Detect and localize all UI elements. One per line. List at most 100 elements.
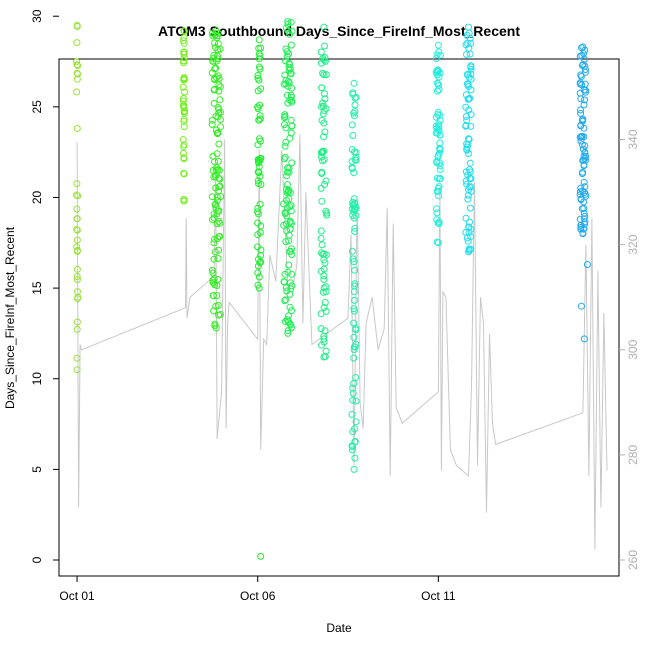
- y-tick-label: 20: [30, 190, 44, 204]
- y-tick-label: 10: [30, 372, 44, 386]
- data-point: [282, 238, 290, 246]
- data-point: [288, 324, 295, 332]
- data-point: [317, 227, 325, 235]
- data-point: [350, 307, 358, 315]
- data-point: [578, 205, 586, 213]
- data-point: [257, 44, 265, 52]
- data-point: [180, 197, 188, 205]
- data-point: [180, 57, 188, 65]
- data-point: [348, 163, 356, 171]
- data-point: [73, 58, 81, 66]
- data-point: [463, 39, 471, 47]
- data-point: [73, 191, 80, 199]
- data-point: [318, 103, 325, 111]
- data-point: [254, 204, 262, 212]
- data-point: [180, 123, 188, 131]
- data-point: [211, 248, 219, 256]
- data-point: [351, 280, 359, 288]
- data-point: [321, 181, 328, 188]
- data-point: [256, 65, 264, 73]
- data-point: [317, 48, 325, 56]
- data-point: [322, 283, 330, 291]
- data-point: [578, 132, 586, 140]
- data-point: [257, 552, 265, 560]
- data-point: [213, 32, 221, 40]
- data-point: [321, 54, 329, 61]
- data-point: [74, 246, 81, 254]
- data-point: [254, 105, 262, 113]
- data-point: [256, 112, 264, 120]
- data-point: [321, 259, 329, 267]
- data-point: [434, 239, 442, 247]
- data-point: [286, 61, 293, 68]
- data-point: [467, 39, 475, 47]
- data-point: [351, 282, 359, 290]
- data-point: [462, 41, 470, 49]
- data-point: [349, 389, 357, 397]
- data-point: [350, 343, 358, 351]
- data-point: [433, 87, 441, 95]
- data-point: [579, 61, 587, 68]
- y-axis: 0 5 10 15 20 25 30: [30, 9, 59, 563]
- data-point: [462, 168, 470, 176]
- data-point: [281, 153, 289, 161]
- data-point: [463, 51, 470, 58]
- data-point: [214, 301, 222, 309]
- data-point: [581, 96, 589, 104]
- data-point: [582, 192, 590, 200]
- data-point: [180, 27, 188, 35]
- data-point: [580, 335, 588, 343]
- data-point: [214, 130, 221, 138]
- data-point: [351, 224, 359, 232]
- data-point: [581, 212, 589, 220]
- data-point: [283, 52, 291, 60]
- scatter-points: [73, 18, 591, 560]
- data-point: [210, 239, 218, 247]
- data-point: [348, 411, 356, 418]
- data-point: [351, 156, 359, 164]
- data-point: [349, 89, 357, 97]
- data-point: [580, 50, 588, 57]
- data-point: [181, 88, 188, 96]
- data-point: [323, 211, 331, 219]
- y2-axis: 260 280 300 320 340: [619, 129, 640, 570]
- data-point: [280, 121, 288, 129]
- x-tick-label: Oct 01: [59, 589, 95, 603]
- data-point: [73, 215, 81, 223]
- data-point: [288, 84, 296, 92]
- data-point: [284, 329, 292, 337]
- data-point: [320, 332, 328, 340]
- data-point: [280, 278, 288, 286]
- data-point: [213, 292, 221, 299]
- data-point: [210, 255, 218, 263]
- data-point: [287, 129, 295, 137]
- data-point: [350, 305, 358, 313]
- data-point: [73, 21, 81, 29]
- data-point: [435, 48, 443, 56]
- data-point: [318, 116, 326, 124]
- data-point: [257, 246, 265, 254]
- data-point: [350, 380, 358, 387]
- data-point: [214, 166, 222, 174]
- data-point: [214, 157, 222, 165]
- data-point: [317, 59, 325, 67]
- data-point: [287, 202, 295, 209]
- data-point: [348, 146, 356, 153]
- data-point: [352, 418, 360, 426]
- data-point: [465, 248, 472, 256]
- data-point: [288, 159, 296, 167]
- x-tick-label: Oct 11: [421, 589, 456, 603]
- data-point: [436, 166, 444, 173]
- data-point: [580, 178, 588, 186]
- data-point: [466, 183, 473, 191]
- data-point: [281, 210, 289, 218]
- x-axis: Oct 01 Oct 06 Oct 11: [59, 576, 456, 603]
- data-point: [463, 145, 471, 153]
- data-point: [73, 325, 81, 333]
- data-point: [216, 182, 224, 190]
- data-point: [320, 276, 328, 283]
- data-point: [579, 115, 587, 123]
- data-point: [577, 302, 585, 310]
- data-point: [216, 96, 224, 104]
- data-point: [73, 243, 81, 251]
